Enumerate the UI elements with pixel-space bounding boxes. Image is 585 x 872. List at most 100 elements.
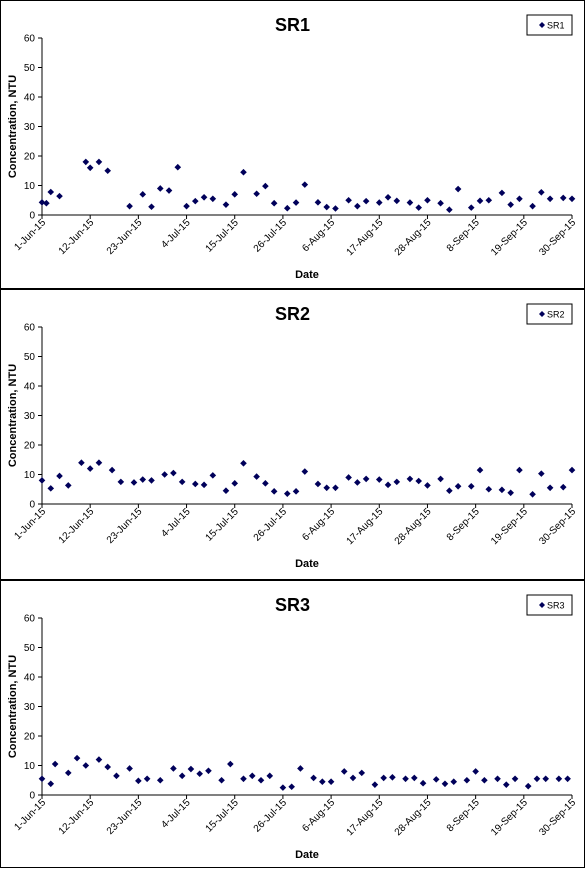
y-tick-label: 30 [24,411,36,422]
x-tick-label: 4-Jul-15 [159,797,193,831]
data-point [454,483,462,490]
y-axis-title: Concentration, NTU [7,655,19,758]
data-point [205,767,212,775]
data-point [476,197,484,205]
y-tick-label: 10 [24,181,36,192]
data-point [437,199,444,207]
data-point [415,204,422,211]
data-point [126,202,133,210]
data-point [406,475,414,483]
x-tick-label: 19-Sep-15 [489,506,530,547]
data-point [538,470,545,477]
data-point [165,187,173,194]
data-point [498,189,506,197]
x-tick-label: 30-Sep-15 [537,797,578,838]
x-tick-label: 8-Sep-15 [445,506,482,543]
data-point [64,482,72,489]
data-point [108,466,116,474]
data-point [47,485,55,492]
x-axis-title: Date [295,269,319,281]
data-point [161,471,168,478]
x-axis-title: Date [295,558,319,570]
data-point [231,191,239,198]
data-point [292,199,300,206]
data-point [384,194,392,201]
x-tick-label: 23-Jun-15 [105,797,145,837]
x-tick-label: 4-Jul-15 [159,506,193,540]
data-point [227,760,234,768]
data-point [200,481,208,489]
y-tick-label: 50 [24,63,36,74]
legend-marker [539,22,545,28]
legend-marker [539,602,545,608]
x-tick-label: 1-Jun-15 [12,506,48,542]
data-point [270,488,278,495]
data-point [511,775,519,783]
data-point [446,487,453,495]
data-point [139,191,147,198]
x-tick-label: 28-Aug-15 [393,217,434,258]
data-point [143,775,151,783]
data-point [297,765,304,772]
y-tick-label: 30 [24,702,36,713]
data-point [288,783,295,791]
data-point [262,480,269,487]
data-point [117,478,125,486]
data-point [47,780,55,788]
chart-panel-sr1: SR1 Concentration, NTU Date 0 10 20 30 40 50 60 1-… [0,0,585,289]
data-point [266,772,274,780]
data-point [178,478,186,486]
data-point [362,475,370,483]
data-point [332,205,339,212]
x-tick-label: 8-Sep-15 [445,797,482,834]
data-point [485,196,493,204]
data-point [95,756,103,763]
data-point [292,488,300,495]
x-tick-label: 12-Jun-15 [57,797,97,837]
data-point [380,774,387,782]
data-point [546,484,554,492]
data-point [476,466,484,474]
data-point [38,477,46,484]
data-point [82,158,90,166]
x-tick-label: 26-Jul-15 [252,506,290,544]
data-point [454,185,462,193]
data-point [437,475,444,483]
x-axis-title: Date [295,849,319,861]
data-point [516,466,523,474]
data-point [135,777,142,785]
data-point [481,776,488,784]
legend-box [526,594,573,616]
data-point [559,194,567,202]
data-point [218,776,225,784]
legend: SR2 [526,303,573,325]
data-point [538,188,545,196]
y-tick-label: 30 [24,122,36,133]
x-tick-label: 12-Jun-15 [57,506,97,546]
y-tick-label: 60 [24,614,36,625]
data-point [389,774,396,781]
y-tick-label: 20 [24,152,36,163]
x-tick-label: 1-Jun-15 [12,797,48,833]
data-point [82,762,90,769]
x-tick-label: 15-Jul-15 [204,506,242,544]
data-point [47,188,55,196]
data-point [345,196,352,204]
data-point [196,770,203,778]
data-point [200,194,208,201]
data-point [332,484,339,492]
y-tick-label: 20 [24,441,36,452]
data-point [38,199,46,206]
data-point [524,782,532,790]
legend-marker [539,311,545,317]
data-point [279,784,287,791]
y-axis-title: Concentration, NTU [7,75,19,178]
data-point [209,195,217,203]
chart-title: SR1 [275,15,310,35]
data-point [415,477,422,485]
data-point [270,199,278,207]
data-point [283,490,291,497]
data-point [178,772,186,780]
data-point [104,763,112,771]
data-point [516,195,523,203]
